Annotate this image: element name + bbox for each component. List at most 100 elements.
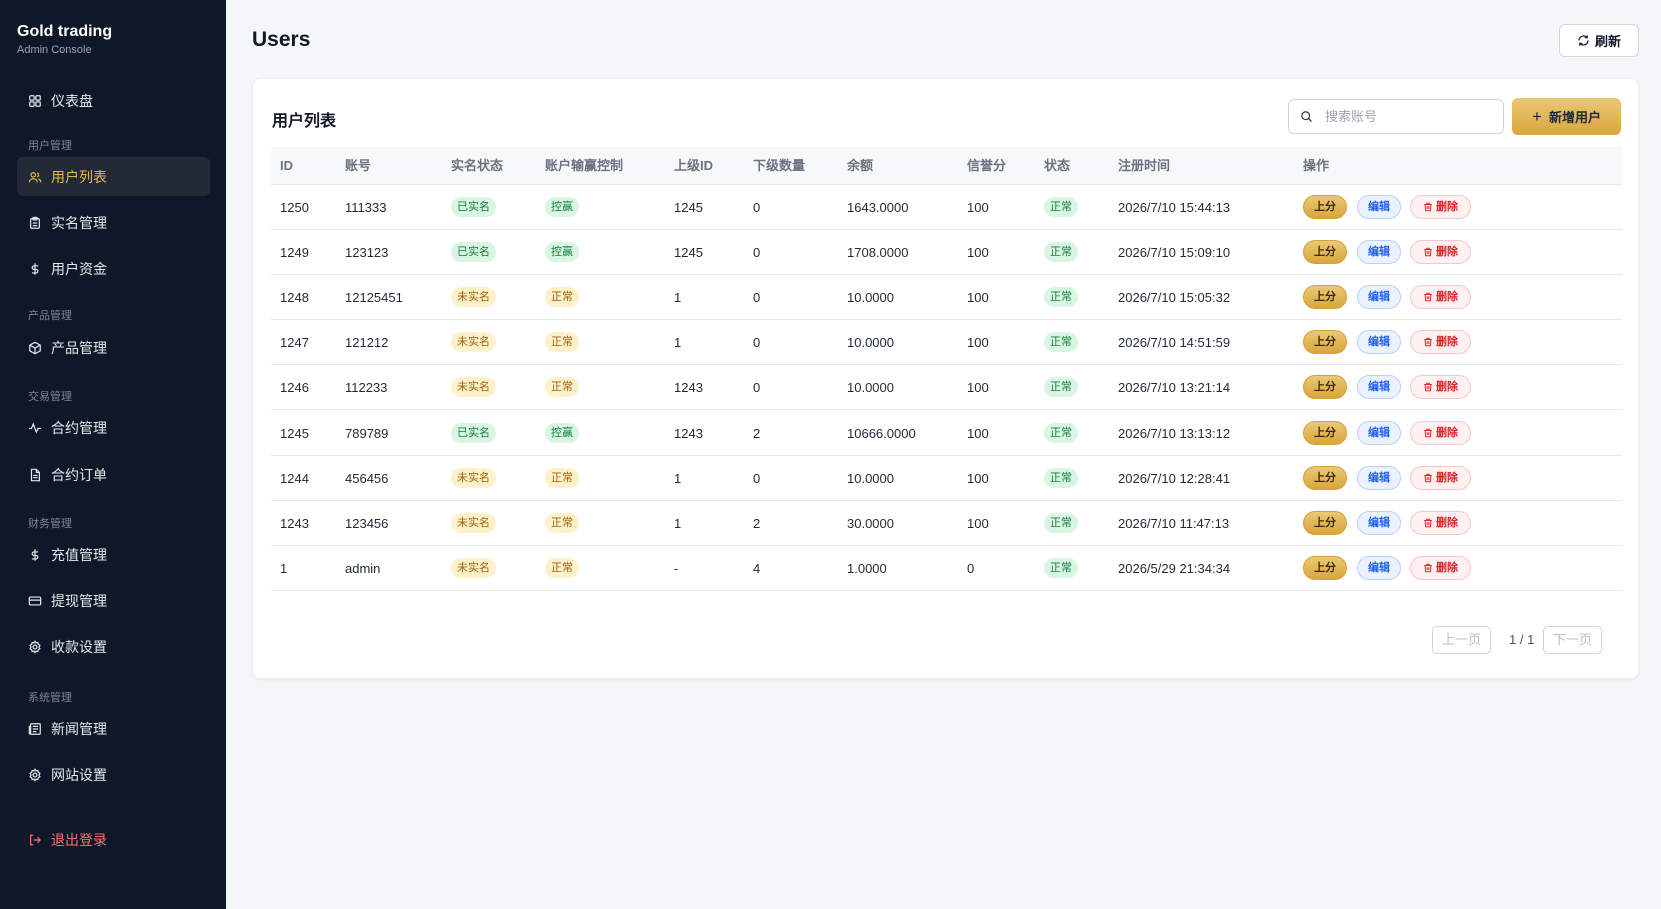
add-score-button[interactable]: 上分: [1303, 510, 1347, 535]
cell-registered: 2026/7/10 12:28:41: [1118, 470, 1231, 486]
sidebar-item-deposits[interactable]: 充值管理: [17, 535, 210, 574]
edit-label: 编辑: [1368, 291, 1390, 304]
add-score-label: 上分: [1314, 561, 1336, 574]
sidebar-item-label: 仪表盘: [51, 92, 93, 109]
delete-button[interactable]: 删除: [1410, 285, 1471, 310]
cell-account: 123123: [345, 245, 389, 261]
sidebar-item-contract-orders[interactable]: 合约订单: [17, 455, 210, 494]
table-header: ID 账号 实名状态 账户输赢控制 上级ID 下级数量 余额 信誉分 状态 注册…: [271, 147, 1622, 185]
edit-button[interactable]: 编辑: [1357, 240, 1401, 265]
edit-button[interactable]: 编辑: [1357, 465, 1401, 490]
cell-id: 1: [280, 560, 288, 576]
edit-button[interactable]: 编辑: [1357, 510, 1401, 535]
cell-balance: 30.0000: [847, 515, 894, 531]
add-score-button[interactable]: 上分: [1303, 330, 1347, 355]
sidebar-item-dashboard[interactable]: 仪表盘: [17, 81, 210, 120]
cell-account: 121212: [345, 335, 389, 351]
column-header-actions: 操作: [1303, 158, 1330, 173]
cell-credit: 100: [967, 380, 989, 396]
table-row: 1244 456456 1 0 10.0000 100 2026/7/10 12:28:41…: [271, 456, 1622, 501]
brand-title: Gold trading: [17, 23, 113, 40]
delete-button[interactable]: 删除: [1410, 510, 1471, 535]
page-indicator: 1 / 1: [1509, 632, 1535, 647]
edit-button[interactable]: 编辑: [1357, 195, 1401, 219]
table-row: 1247 121212 1 0 10.0000 100 2026/7/10 14:51:59…: [271, 320, 1622, 366]
edit-label: 编辑: [1368, 246, 1390, 259]
trash-icon: [1424, 383, 1432, 392]
cell-children: 0: [753, 200, 761, 215]
sidebar-item-user-list[interactable]: 用户列表: [17, 157, 210, 196]
edit-button[interactable]: 编辑: [1357, 375, 1401, 400]
control-badge: 正常: [545, 377, 579, 398]
add-user-button[interactable]: + 新增用户: [1512, 98, 1621, 135]
trash-icon: [1424, 247, 1432, 257]
sidebar-item-label: 产品管理: [51, 339, 107, 356]
cell-credit: 100: [967, 290, 989, 306]
sidebar-item-payment-settings[interactable]: 收款设置: [17, 627, 210, 666]
delete-button[interactable]: 删除: [1410, 330, 1471, 355]
delete-label: 删除: [1436, 291, 1458, 304]
cell-account: 123456: [345, 515, 389, 531]
sidebar-item-withdrawals[interactable]: 提现管理: [17, 581, 210, 620]
logout-icon: [28, 833, 42, 847]
status-badge: 正常: [1044, 197, 1078, 217]
delete-button[interactable]: 删除: [1410, 240, 1471, 265]
cell-registered: 2026/7/10 15:09:10: [1118, 245, 1231, 261]
delete-button[interactable]: 删除: [1410, 465, 1471, 490]
prev-page-button[interactable]: 上一页: [1432, 626, 1491, 654]
sidebar-item-site-settings[interactable]: 网站设置: [17, 755, 210, 794]
column-header-registered: 注册时间: [1118, 158, 1171, 173]
logout-button[interactable]: 退出登录: [17, 820, 210, 859]
cell-parent-id: -: [674, 560, 679, 576]
add-score-button[interactable]: 上分: [1303, 465, 1347, 490]
cell-balance: 10.0000: [847, 380, 894, 396]
sidebar-item-user-funds[interactable]: 用户资金: [17, 249, 210, 288]
delete-button[interactable]: 删除: [1410, 375, 1471, 400]
trash-icon: [1424, 428, 1432, 437]
cell-parent-id: 1243: [674, 425, 703, 441]
sidebar-item-label: 合约管理: [51, 419, 107, 436]
add-score-button[interactable]: 上分: [1303, 555, 1347, 580]
delete-label: 删除: [1436, 426, 1458, 439]
table-row: 1250 111333 1245 0 1643.0000 100 2026/7/10 15:…: [271, 185, 1622, 230]
sidebar-item-news[interactable]: 新闻管理: [17, 709, 210, 748]
search-icon: [1301, 111, 1312, 122]
realname-badge: 未实名: [451, 332, 496, 353]
add-score-button[interactable]: 上分: [1303, 240, 1347, 265]
sidebar-item-realname[interactable]: 实名管理: [17, 203, 210, 242]
cell-balance: 10666.0000: [847, 425, 916, 441]
add-score-button[interactable]: 上分: [1303, 285, 1347, 310]
next-page-button[interactable]: 下一页: [1543, 626, 1602, 654]
delete-button[interactable]: 删除: [1410, 555, 1471, 580]
delete-label: 删除: [1436, 381, 1458, 394]
edit-label: 编辑: [1368, 336, 1390, 349]
cell-account: 456456: [345, 470, 389, 486]
add-score-button[interactable]: 上分: [1303, 375, 1347, 400]
delete-label: 删除: [1436, 471, 1458, 484]
control-badge: 正常: [545, 467, 579, 488]
edit-button[interactable]: 编辑: [1357, 420, 1401, 445]
sidebar-section-product: 产品管理: [28, 310, 72, 322]
delete-button[interactable]: 删除: [1410, 195, 1471, 219]
edit-button[interactable]: 编辑: [1357, 555, 1401, 580]
cell-registered: 2026/7/10 14:51:59: [1118, 335, 1231, 351]
edit-label: 编辑: [1368, 516, 1390, 529]
delete-button[interactable]: 删除: [1410, 420, 1471, 445]
search-input[interactable]: [1325, 109, 1495, 124]
box-icon: [28, 341, 42, 355]
sidebar-item-products[interactable]: 产品管理: [17, 328, 210, 367]
add-score-label: 上分: [1314, 246, 1336, 259]
sidebar-item-contracts[interactable]: 合约管理: [17, 408, 210, 447]
column-header-control: 账户输赢控制: [545, 158, 624, 173]
add-score-button[interactable]: 上分: [1303, 195, 1347, 219]
refresh-icon: [1578, 35, 1589, 46]
refresh-button[interactable]: 刷新: [1559, 24, 1639, 57]
edit-button[interactable]: 编辑: [1357, 330, 1401, 355]
sidebar-item-label: 合约订单: [51, 466, 107, 483]
column-header-parent-id: 上级ID: [674, 158, 714, 173]
status-badge: 正常: [1044, 287, 1078, 308]
control-badge: 正常: [545, 332, 579, 353]
add-score-button[interactable]: 上分: [1303, 420, 1347, 445]
edit-button[interactable]: 编辑: [1357, 285, 1401, 310]
sidebar-item-label: 网站设置: [51, 766, 107, 783]
